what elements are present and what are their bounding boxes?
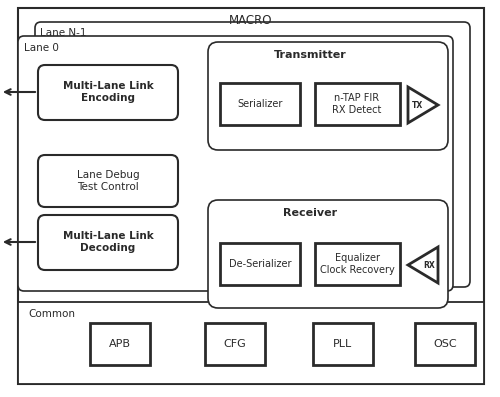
Bar [313, 323, 373, 365]
Text: PLL: PLL [334, 339, 352, 349]
FancyBboxPatch shape [208, 42, 448, 150]
FancyBboxPatch shape [38, 215, 178, 270]
Bar [220, 83, 300, 125]
Polygon shape [408, 247, 438, 283]
FancyBboxPatch shape [35, 22, 470, 287]
Text: Serializer: Serializer [238, 99, 282, 109]
Text: OSC: OSC [433, 339, 457, 349]
Text: APB: APB [109, 339, 131, 349]
Polygon shape [408, 87, 438, 123]
FancyBboxPatch shape [38, 155, 178, 207]
Bar [315, 83, 400, 125]
Bar [90, 323, 150, 365]
Text: Multi-Lane Link
Decoding: Multi-Lane Link Decoding [62, 231, 154, 253]
Text: De-Serializer: De-Serializer [229, 259, 291, 269]
Text: n-TAP FIR
RX Detect: n-TAP FIR RX Detect [332, 93, 382, 115]
Bar [18, 302, 484, 384]
FancyBboxPatch shape [18, 36, 453, 291]
Bar [415, 323, 475, 365]
Text: Equalizer
Clock Recovery: Equalizer Clock Recovery [320, 253, 394, 275]
Bar [220, 243, 300, 285]
Text: CFG: CFG [224, 339, 246, 349]
Text: Multi-Lane Link
Encoding: Multi-Lane Link Encoding [62, 81, 154, 103]
Text: Transmitter: Transmitter [274, 50, 346, 60]
Bar [205, 323, 265, 365]
FancyBboxPatch shape [38, 65, 178, 120]
Text: Lane 0: Lane 0 [24, 43, 59, 53]
Text: TX: TX [412, 100, 422, 110]
Bar [315, 243, 400, 285]
Text: Common: Common [28, 309, 75, 319]
Text: Receiver: Receiver [283, 208, 337, 218]
Text: MACRO: MACRO [229, 14, 273, 27]
Text: Lane N-1: Lane N-1 [40, 28, 86, 38]
Text: RX: RX [423, 260, 435, 270]
Text: Lane Debug
Test Control: Lane Debug Test Control [76, 170, 140, 192]
FancyBboxPatch shape [208, 200, 448, 308]
